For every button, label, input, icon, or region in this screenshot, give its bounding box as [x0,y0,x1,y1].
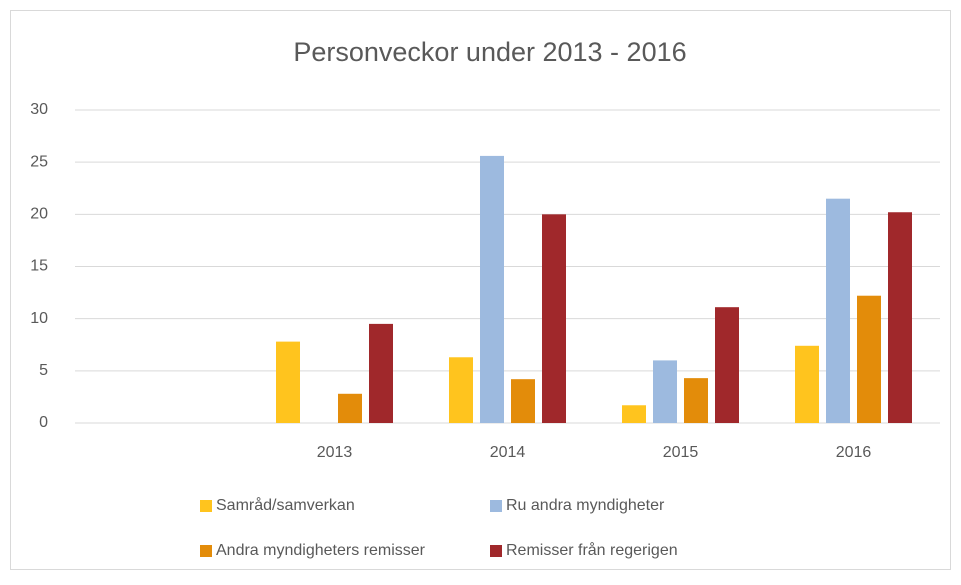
y-tick-label: 0 [39,414,48,431]
legend-swatch [200,545,212,557]
legend-swatch [490,500,502,512]
bar [511,379,535,423]
bar [795,345,819,423]
bar [653,360,677,423]
bar [338,393,362,423]
bar [622,405,646,423]
chart-title: Personveckor under 2013 - 2016 [293,37,686,67]
bar [449,357,473,423]
x-tick-label: 2014 [490,444,526,461]
bar [542,214,566,423]
x-tick-label: 2016 [836,444,872,461]
legend-label: Samråd/samverkan [216,496,355,514]
legend-label: Remisser från regerigen [506,541,678,559]
legend-swatch [200,500,212,512]
bar [684,378,708,423]
bar [888,212,912,423]
legend-label: Ru andra myndigheter [506,497,665,514]
legend-swatch [490,545,502,557]
y-tick-label: 5 [39,362,48,379]
bar [480,155,504,423]
bar [276,341,300,423]
legend-label: Andra myndigheters remisser [216,542,426,559]
y-tick-label: 25 [30,153,48,170]
y-tick-label: 15 [30,258,48,275]
bar [369,323,393,423]
bar [857,295,881,423]
bar [715,307,739,423]
x-tick-label: 2013 [317,444,353,461]
y-tick-label: 30 [30,101,48,118]
y-tick-label: 10 [30,310,48,327]
y-tick-label: 20 [30,206,48,223]
x-tick-label: 2015 [663,444,699,461]
bar [826,198,850,423]
